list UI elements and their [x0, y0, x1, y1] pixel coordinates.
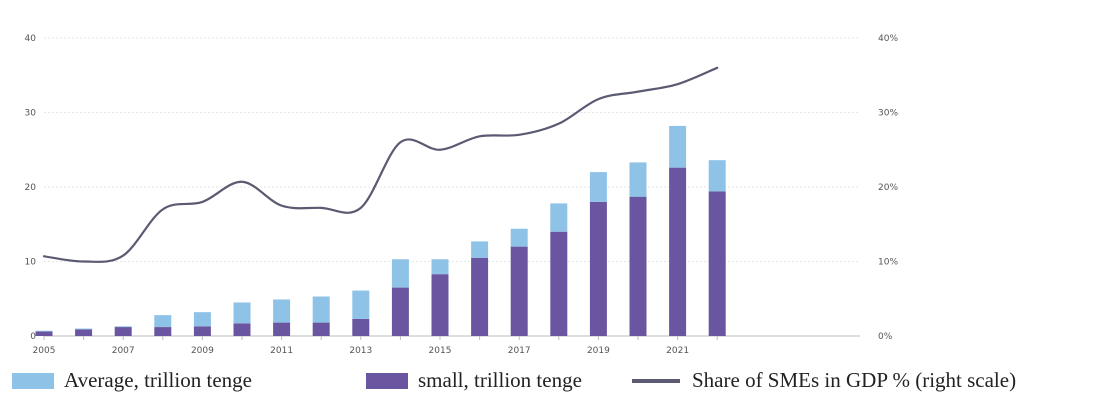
bar-average [312, 296, 330, 323]
bar-small [471, 257, 489, 336]
bar-small [629, 196, 647, 336]
bar-small [708, 191, 726, 336]
bar-small [589, 201, 607, 336]
bar-average [75, 328, 93, 330]
legend-swatch-average [12, 372, 54, 389]
x-tick-label: 2007 [112, 346, 135, 356]
x-tick-label: 2015 [429, 346, 452, 356]
bar-average [193, 312, 211, 327]
bar-small [510, 246, 528, 336]
bar-average [629, 162, 647, 197]
bar-average [669, 125, 687, 168]
bar-small [669, 167, 687, 336]
y-left-tick-label: 20 [25, 183, 37, 193]
x-tick-label: 2005 [33, 346, 56, 356]
y-right-tick-label: 10% [878, 258, 898, 268]
y-axis-left: 0 10 20 30 40 [25, 34, 37, 342]
bar-small [154, 327, 172, 336]
share-line [42, 66, 719, 263]
y-right-tick-label: 0% [878, 332, 893, 342]
y-right-tick-label: 20% [878, 183, 898, 193]
grid-lines [44, 37, 860, 337]
x-tick-label: 2009 [191, 346, 214, 356]
y-left-tick-label: 30 [25, 109, 37, 119]
x-tick-label: 2019 [587, 346, 610, 356]
bar-average [352, 290, 370, 319]
bar-average [708, 160, 726, 192]
bar-small [114, 327, 132, 336]
bar-average [154, 315, 172, 328]
bar-small [391, 287, 409, 336]
y-left-tick-label: 40 [25, 34, 37, 44]
legend-item-small: small, trillion tenge [366, 368, 582, 393]
bar-small [352, 318, 370, 336]
bar-small [431, 274, 449, 336]
x-tick-label: 2021 [666, 346, 689, 356]
bar-average [35, 330, 53, 332]
legend: Average, trillion tenge small, trillion … [0, 368, 1111, 398]
bar-average [471, 241, 489, 258]
y-right-tick-label: 30% [878, 109, 898, 119]
share-line-layer [42, 66, 719, 263]
legend-label-average: Average, trillion tenge [64, 368, 252, 392]
bar-average [233, 302, 251, 324]
x-tick-label: 2013 [349, 346, 372, 356]
bar-average [273, 299, 291, 323]
bar-average [391, 259, 409, 288]
legend-swatch-share [632, 378, 680, 383]
bar-average [431, 259, 449, 275]
legend-item-average: Average, trillion tenge [12, 368, 252, 393]
bar-average [589, 172, 607, 202]
bar-small [550, 231, 568, 336]
bar-average [114, 326, 132, 328]
y-axis-right: 0% 10% 20% 30% 40% [878, 34, 898, 342]
x-tick-label: 2011 [270, 346, 293, 356]
legend-item-share: Share of SMEs in GDP % (right scale) [632, 368, 1016, 393]
bar-small [312, 322, 330, 336]
bar-small [35, 331, 53, 336]
bar-average [550, 203, 568, 232]
bar-small [273, 322, 291, 336]
y-left-tick-label: 0 [30, 332, 36, 342]
sme-chart: 2005 2007 2009 2011 2013 2015 2017 2019 2021 0 10… [25, 34, 899, 356]
bar-average [510, 228, 528, 247]
legend-label-small: small, trillion tenge [418, 368, 582, 392]
x-tick-label: 2017 [508, 346, 531, 356]
y-right-tick-label: 40% [878, 34, 898, 44]
y-left-tick-label: 10 [25, 258, 37, 268]
bars [35, 125, 726, 336]
x-axis: 2005 2007 2009 2011 2013 2015 2017 2019 2021 [33, 336, 718, 356]
legend-swatch-small [366, 372, 408, 389]
legend-label-share: Share of SMEs in GDP % (right scale) [692, 368, 1017, 392]
bar-small [233, 323, 251, 336]
bar-small [75, 329, 93, 336]
bar-small [193, 326, 211, 336]
